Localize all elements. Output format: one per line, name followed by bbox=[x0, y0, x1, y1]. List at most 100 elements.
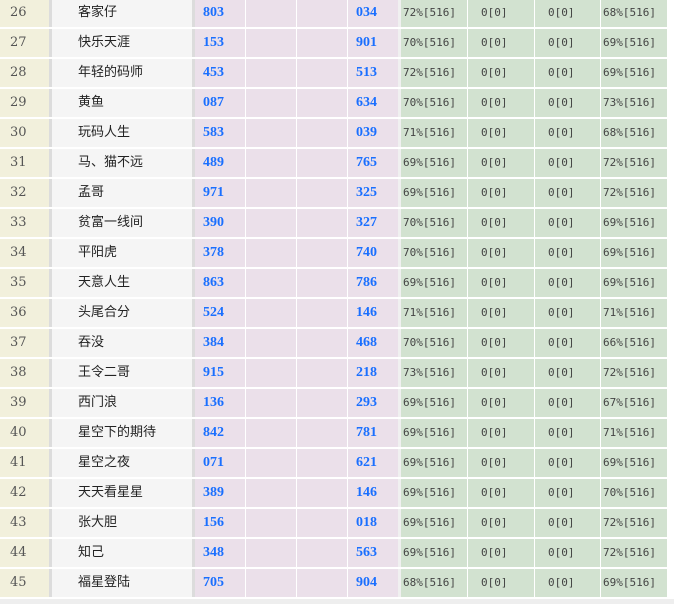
empty-cell bbox=[297, 389, 347, 417]
table-row[interactable]: 28 年轻的码师 453 513 72%[516] 0[0] 0[0] 69%[… bbox=[0, 59, 674, 89]
empty-cell bbox=[297, 239, 347, 267]
empty-cell bbox=[297, 419, 347, 447]
stat-2-cell: 0[0] bbox=[468, 29, 534, 57]
table-row[interactable]: 41 星空之夜 071 621 69%[516] 0[0] 0[0] 69%[5… bbox=[0, 449, 674, 479]
stat-2-cell: 0[0] bbox=[468, 569, 534, 597]
name-cell[interactable]: 马、猫不远 bbox=[52, 149, 192, 177]
name-cell[interactable]: 贫富一线间 bbox=[52, 209, 192, 237]
stat-4-cell: 68%[516] bbox=[601, 0, 667, 27]
stat-2-cell: 0[0] bbox=[468, 59, 534, 87]
number-2-cell: 786 bbox=[348, 269, 398, 297]
column-divider bbox=[192, 179, 195, 207]
column-divider bbox=[192, 119, 195, 147]
name-cell[interactable]: 王令二哥 bbox=[52, 359, 192, 387]
number-2-cell: 513 bbox=[348, 59, 398, 87]
name-cell[interactable]: 天意人生 bbox=[52, 269, 192, 297]
stat-2-cell: 0[0] bbox=[468, 299, 534, 327]
table-row[interactable]: 45 福星登陆 705 904 68%[516] 0[0] 0[0] 69%[5… bbox=[0, 569, 674, 599]
stat-4-cell: 66%[516] bbox=[601, 329, 667, 357]
rank-cell: 29 bbox=[0, 89, 49, 117]
empty-cell bbox=[297, 359, 347, 387]
empty-cell bbox=[246, 0, 296, 27]
name-cell[interactable]: 客家仔 bbox=[52, 0, 192, 27]
name-cell[interactable]: 西门浪 bbox=[52, 389, 192, 417]
name-cell[interactable]: 黄鱼 bbox=[52, 89, 192, 117]
name-cell[interactable]: 孟哥 bbox=[52, 179, 192, 207]
empty-cell bbox=[246, 299, 296, 327]
table-row[interactable]: 42 天天看星星 389 146 69%[516] 0[0] 0[0] 70%[… bbox=[0, 479, 674, 509]
table-row[interactable]: 33 贫富一线间 390 327 70%[516] 0[0] 0[0] 69%[… bbox=[0, 209, 674, 239]
name-cell[interactable]: 吞没 bbox=[52, 329, 192, 357]
rank-cell: 32 bbox=[0, 179, 49, 207]
table-row[interactable]: 44 知己 348 563 69%[516] 0[0] 0[0] 72%[516… bbox=[0, 539, 674, 569]
stat-4-cell: 72%[516] bbox=[601, 179, 667, 207]
name-cell[interactable]: 张大胆 bbox=[52, 509, 192, 537]
table-row[interactable]: 36 头尾合分 524 146 71%[516] 0[0] 0[0] 71%[5… bbox=[0, 299, 674, 329]
column-divider bbox=[398, 449, 401, 477]
table-row[interactable]: 27 快乐天涯 153 901 70%[516] 0[0] 0[0] 69%[5… bbox=[0, 29, 674, 59]
column-divider bbox=[192, 149, 195, 177]
name-cell[interactable]: 年轻的码师 bbox=[52, 59, 192, 87]
stat-1-cell: 70%[516] bbox=[401, 89, 467, 117]
stat-1-cell: 71%[516] bbox=[401, 119, 467, 147]
stat-3-cell: 0[0] bbox=[535, 389, 600, 417]
number-1-cell: 384 bbox=[195, 329, 245, 357]
stat-2-cell: 0[0] bbox=[468, 209, 534, 237]
table-row[interactable]: 35 天意人生 863 786 69%[516] 0[0] 0[0] 69%[5… bbox=[0, 269, 674, 299]
table-row[interactable]: 38 王令二哥 915 218 73%[516] 0[0] 0[0] 72%[5… bbox=[0, 359, 674, 389]
table-row[interactable]: 40 星空下的期待 842 781 69%[516] 0[0] 0[0] 71%… bbox=[0, 419, 674, 449]
name-cell[interactable]: 福星登陆 bbox=[52, 569, 192, 597]
table-row[interactable]: 31 马、猫不远 489 765 69%[516] 0[0] 0[0] 72%[… bbox=[0, 149, 674, 179]
stat-2-cell: 0[0] bbox=[468, 179, 534, 207]
name-cell[interactable]: 玩码人生 bbox=[52, 119, 192, 147]
column-divider bbox=[398, 299, 401, 327]
table-row[interactable]: 43 张大胆 156 018 69%[516] 0[0] 0[0] 72%[51… bbox=[0, 509, 674, 539]
table-row[interactable]: 37 吞没 384 468 70%[516] 0[0] 0[0] 66%[516… bbox=[0, 329, 674, 359]
empty-cell bbox=[297, 509, 347, 537]
column-divider bbox=[398, 89, 401, 117]
name-cell[interactable]: 知己 bbox=[52, 539, 192, 567]
name-cell[interactable]: 头尾合分 bbox=[52, 299, 192, 327]
table-row[interactable]: 29 黄鱼 087 634 70%[516] 0[0] 0[0] 73%[516… bbox=[0, 89, 674, 119]
column-divider bbox=[49, 0, 52, 27]
rank-cell: 27 bbox=[0, 29, 49, 57]
column-divider bbox=[49, 389, 52, 417]
column-divider bbox=[192, 209, 195, 237]
stat-4-cell: 69%[516] bbox=[601, 449, 667, 477]
empty-cell bbox=[246, 449, 296, 477]
table-row[interactable]: 34 平阳虎 378 740 70%[516] 0[0] 0[0] 69%[51… bbox=[0, 239, 674, 269]
empty-cell bbox=[246, 269, 296, 297]
stat-4-cell: 70%[516] bbox=[601, 479, 667, 507]
name-cell[interactable]: 平阳虎 bbox=[52, 239, 192, 267]
table-row[interactable]: 30 玩码人生 583 039 71%[516] 0[0] 0[0] 68%[5… bbox=[0, 119, 674, 149]
name-cell[interactable]: 快乐天涯 bbox=[52, 29, 192, 57]
stat-1-cell: 69%[516] bbox=[401, 389, 467, 417]
stat-4-cell: 71%[516] bbox=[601, 419, 667, 447]
column-divider bbox=[192, 29, 195, 57]
empty-cell bbox=[297, 479, 347, 507]
stat-3-cell: 0[0] bbox=[535, 419, 600, 447]
name-cell[interactable]: 星空之夜 bbox=[52, 449, 192, 477]
name-cell[interactable]: 天天看星星 bbox=[52, 479, 192, 507]
number-1-cell: 524 bbox=[195, 299, 245, 327]
rank-cell: 35 bbox=[0, 269, 49, 297]
stat-4-cell: 72%[516] bbox=[601, 539, 667, 567]
empty-cell bbox=[297, 179, 347, 207]
number-1-cell: 071 bbox=[195, 449, 245, 477]
name-cell[interactable]: 星空下的期待 bbox=[52, 419, 192, 447]
column-divider bbox=[398, 389, 401, 417]
empty-cell bbox=[246, 59, 296, 87]
column-divider bbox=[49, 449, 52, 477]
empty-cell bbox=[246, 209, 296, 237]
stat-1-cell: 69%[516] bbox=[401, 179, 467, 207]
rank-cell: 40 bbox=[0, 419, 49, 447]
stat-4-cell: 72%[516] bbox=[601, 149, 667, 177]
number-2-cell: 740 bbox=[348, 239, 398, 267]
table-row[interactable]: 26 客家仔 803 034 72%[516] 0[0] 0[0] 68%[51… bbox=[0, 0, 674, 29]
column-divider bbox=[398, 209, 401, 237]
table-row[interactable]: 32 孟哥 971 325 69%[516] 0[0] 0[0] 72%[516… bbox=[0, 179, 674, 209]
column-divider bbox=[49, 59, 52, 87]
stat-4-cell: 68%[516] bbox=[601, 119, 667, 147]
empty-cell bbox=[297, 299, 347, 327]
table-row[interactable]: 39 西门浪 136 293 69%[516] 0[0] 0[0] 67%[51… bbox=[0, 389, 674, 419]
